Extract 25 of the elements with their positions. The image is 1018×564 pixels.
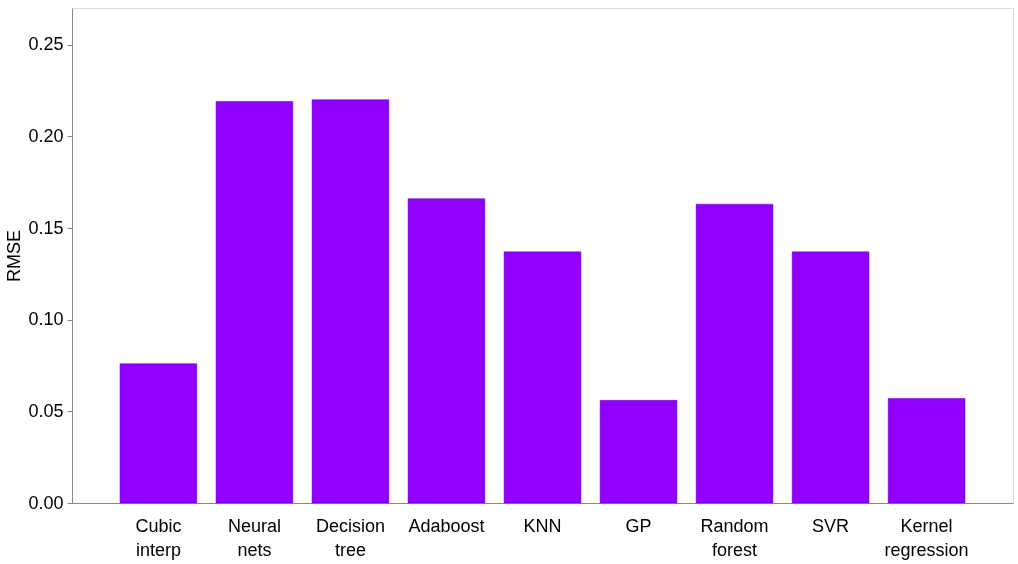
y-tick-label: 0.00 (28, 492, 64, 513)
bar (791, 251, 870, 504)
x-tick-label: Adaboost (408, 515, 485, 536)
bar (311, 99, 390, 504)
bar (599, 400, 678, 504)
bar (215, 101, 294, 504)
bar (695, 203, 774, 504)
x-tick-label: SVR (812, 515, 850, 536)
x-tick-label: Decision tree (315, 515, 385, 560)
x-tick-label: Random forest (700, 515, 769, 560)
y-tick-label: 0.10 (28, 309, 64, 330)
y-axis-title: RMSE (4, 229, 25, 283)
y-tick-label: 0.25 (28, 34, 64, 55)
x-tick-label: GP (625, 515, 652, 536)
x-tick-label: Kernel regression (884, 515, 969, 560)
bar (119, 363, 198, 504)
x-tick-label: Neural nets (227, 515, 281, 560)
y-tick-label: 0.20 (28, 125, 64, 146)
bar (503, 251, 582, 504)
x-tick-label: Cubic interp (135, 515, 182, 560)
x-tick-label: KNN (523, 515, 562, 536)
y-tick-label: 0.15 (28, 217, 64, 238)
y-tick-label: 0.05 (28, 400, 64, 421)
bar (407, 198, 486, 504)
bar (887, 398, 966, 504)
